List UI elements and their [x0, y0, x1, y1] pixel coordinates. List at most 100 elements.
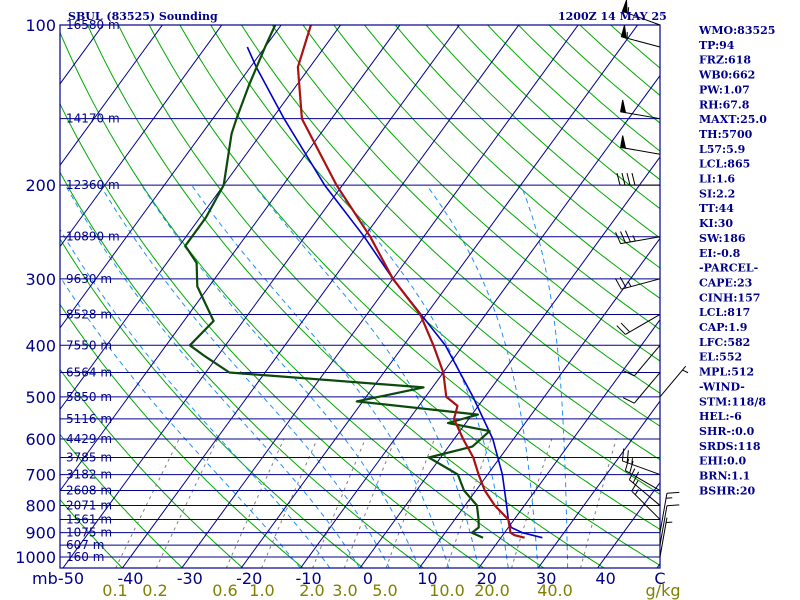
wind-barb	[659, 517, 673, 558]
moist-adiabat	[426, 184, 539, 568]
barb-half	[634, 489, 639, 495]
mixing-ratio-label: 0.6	[212, 581, 237, 600]
height-label: 14170 m	[66, 112, 120, 126]
index-line: CINH:157	[699, 291, 760, 304]
barb-staff	[659, 365, 687, 398]
barb-pennant	[620, 99, 627, 114]
isotherm	[537, 400, 660, 568]
dry-adiabat	[60, 433, 184, 568]
barb-full	[626, 450, 629, 463]
index-line: EL:552	[699, 351, 742, 364]
moist-adiabat	[65, 184, 361, 568]
plot-border	[59, 24, 661, 569]
barb-staff	[621, 36, 661, 48]
temperature-tick-label: 40	[595, 569, 615, 588]
wind-barb	[659, 504, 680, 546]
moist-adiabat	[99, 184, 390, 568]
temperature-tick-label: 10	[417, 569, 437, 588]
barb-half	[631, 458, 633, 465]
barb-staff	[625, 470, 661, 491]
wind-barb	[621, 448, 661, 476]
isotherm	[181, 25, 579, 568]
index-line: LCL:865	[699, 158, 750, 171]
index-line: TH:5700	[699, 128, 753, 141]
moist-adiabat	[253, 184, 480, 568]
index-line: LCL:817	[699, 306, 750, 319]
isotherm	[60, 25, 282, 329]
index-line: LI:1.6	[699, 173, 735, 186]
mixing-ratio-label: 3.0	[332, 581, 357, 600]
wind-barb	[621, 0, 661, 26]
barb-staff	[633, 344, 661, 377]
dry-adiabat	[60, 303, 304, 568]
mixing-ratio-label: 0.1	[102, 581, 127, 600]
index-line: KI:30	[699, 217, 733, 230]
dry-adiabat	[210, 25, 660, 461]
pressure-tick-label: 300	[25, 270, 56, 289]
height-label: 5850 m	[66, 390, 112, 404]
barb-full	[615, 232, 622, 244]
index-line: EI:-0.8	[699, 247, 741, 260]
index-line: TT:44	[699, 202, 734, 215]
isotherm	[60, 25, 223, 248]
temperature-tick-label: -10	[296, 569, 322, 588]
grid-lines	[60, 25, 660, 568]
mixing-ratio-line	[580, 438, 617, 568]
index-line: SI:2.2	[699, 187, 735, 200]
barb-staff	[620, 236, 661, 245]
dry-adiabat	[363, 25, 660, 299]
pressure-tick-label: 400	[25, 336, 56, 355]
barb-pennant	[620, 135, 627, 149]
observation-time: 1200Z 14 MAY 25	[558, 10, 667, 23]
height-label: 2071 m	[66, 498, 112, 512]
barb-full	[632, 471, 640, 484]
barb-full	[626, 173, 631, 186]
barb-staff	[631, 490, 661, 520]
barb-staff	[633, 372, 661, 404]
height-label: 6564 m	[66, 366, 112, 380]
barb-full	[631, 480, 639, 492]
barb-full	[624, 230, 631, 243]
wind-barb	[628, 468, 661, 506]
barb-full	[666, 491, 680, 494]
barb-half	[682, 369, 689, 374]
isotherm	[240, 25, 639, 568]
dry-adiabat	[60, 31, 545, 568]
height-label: 12360 m	[66, 178, 120, 192]
mixing-ratio-label: 40.0	[537, 581, 573, 600]
barb-staff	[659, 517, 668, 558]
wind-barb	[620, 24, 661, 48]
isotherm	[62, 25, 460, 568]
barb-full	[666, 504, 680, 507]
index-line: BRN:1.1	[699, 470, 750, 483]
barb-staff	[620, 146, 661, 155]
height-label: 10890 m	[66, 230, 120, 244]
mixing-ratio-label: 5.0	[372, 581, 397, 600]
dewpoint-trace	[184, 25, 491, 539]
index-line: LFC:582	[699, 336, 750, 349]
sounding-traces	[184, 25, 543, 539]
index-line: HEL:-6	[699, 410, 742, 423]
barb-pennant	[620, 24, 627, 39]
barb-staff	[659, 505, 668, 546]
temperature-unit-label: C	[654, 569, 665, 588]
barb-full	[621, 173, 626, 186]
mixing-ratio-label: g/kg	[646, 581, 681, 600]
isotherm	[299, 74, 660, 568]
index-line: L57:5.9	[699, 143, 745, 156]
barb-staff	[629, 479, 661, 506]
mixing-ratio-label: 2.0	[299, 581, 324, 600]
mixing-ratio-line	[115, 438, 180, 568]
dry-adiabat	[394, 25, 660, 269]
barb-full	[629, 461, 634, 474]
wind-barb	[616, 314, 661, 335]
barb-full	[628, 468, 636, 480]
barb-staff	[621, 278, 661, 290]
barb-full	[614, 278, 622, 290]
isotherm	[60, 25, 342, 411]
index-line: BSHR:20	[699, 484, 755, 497]
moist-adiabat	[191, 184, 450, 568]
